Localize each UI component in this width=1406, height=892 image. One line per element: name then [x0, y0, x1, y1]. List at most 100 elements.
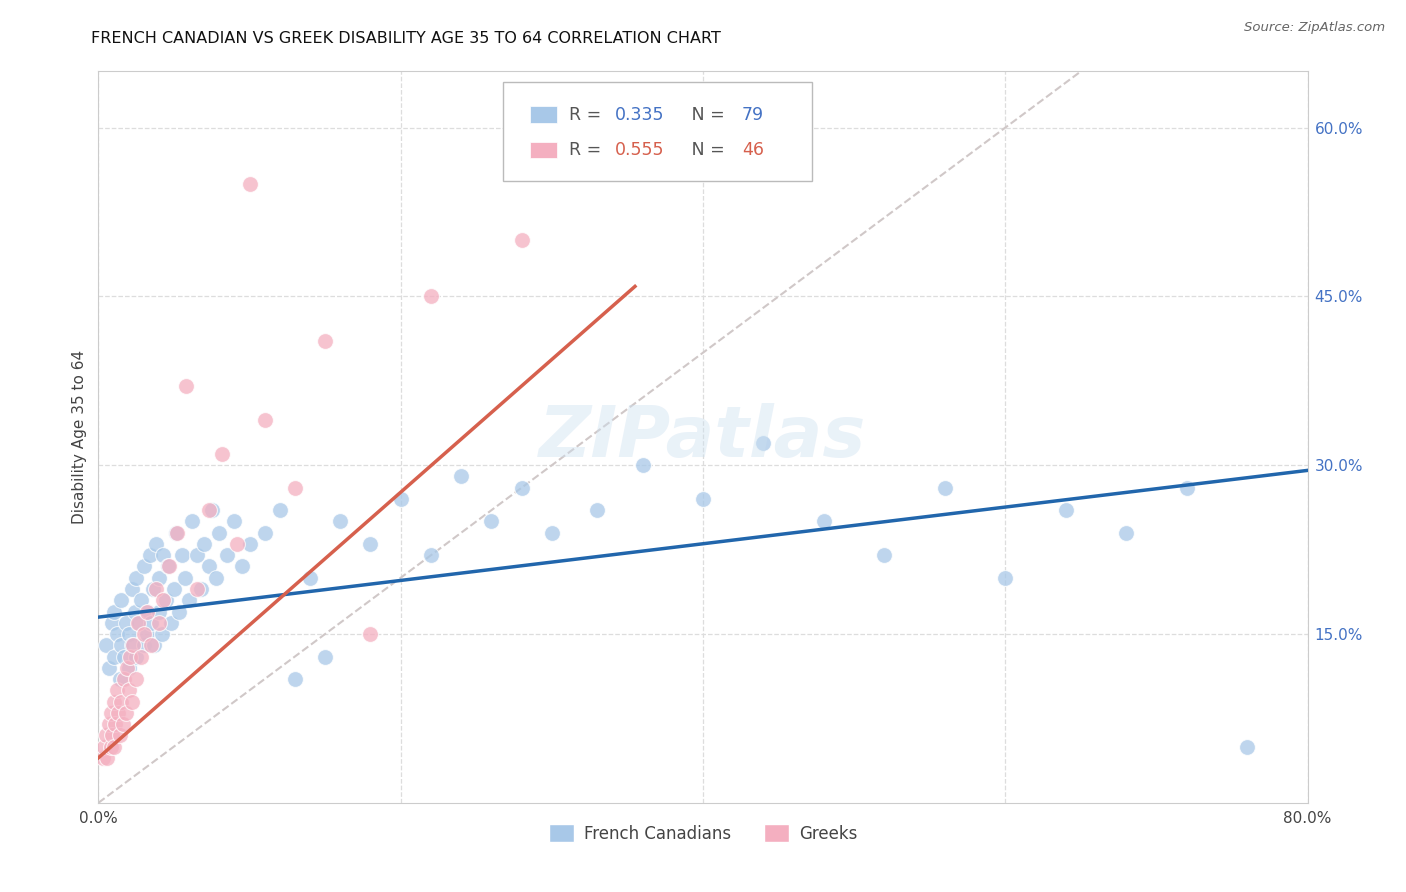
Point [239, 537, 262, 551]
Point [253, 525, 276, 540]
Point [132, 638, 155, 652]
Point [152, 593, 174, 607]
Point [813, 515, 835, 529]
Point [197, 503, 219, 517]
Point [692, 491, 714, 506]
Point [360, 627, 382, 641]
Point [205, 571, 228, 585]
Point [141, 615, 163, 630]
Point [211, 447, 233, 461]
Point [156, 559, 179, 574]
Point [142, 582, 165, 596]
Point [314, 649, 336, 664]
Point [389, 491, 412, 506]
Point [360, 537, 382, 551]
Point [510, 233, 533, 247]
Point [135, 605, 157, 619]
Point [269, 503, 291, 517]
Point [190, 582, 212, 596]
Point [166, 525, 188, 540]
Point [239, 177, 262, 191]
FancyBboxPatch shape [530, 106, 557, 122]
Point [105, 627, 128, 641]
FancyBboxPatch shape [503, 82, 811, 181]
Point [201, 503, 224, 517]
Point [193, 537, 215, 551]
Legend: French Canadians, Greeks: French Canadians, Greeks [541, 818, 865, 849]
Point [135, 627, 157, 641]
Point [101, 728, 124, 742]
Point [160, 615, 183, 630]
Point [118, 627, 141, 641]
Text: 0.555: 0.555 [614, 141, 664, 159]
Point [510, 481, 533, 495]
Point [136, 605, 159, 619]
Point [299, 571, 322, 585]
Point [121, 582, 143, 596]
Point [284, 672, 307, 686]
Point [110, 638, 132, 652]
Point [100, 706, 122, 720]
Point [129, 593, 152, 607]
Point [1054, 503, 1077, 517]
Point [143, 638, 166, 652]
Point [120, 649, 142, 664]
Point [100, 739, 122, 754]
Text: R =: R = [569, 105, 606, 123]
Text: N =: N = [675, 105, 731, 123]
Point [118, 683, 141, 698]
Point [114, 615, 136, 630]
Point [934, 481, 956, 495]
Point [125, 571, 148, 585]
Point [105, 683, 128, 698]
Point [145, 537, 167, 551]
Point [163, 582, 186, 596]
Point [170, 548, 193, 562]
Point [586, 503, 609, 517]
Point [231, 559, 253, 574]
Point [141, 638, 163, 652]
Y-axis label: Disability Age 35 to 64: Disability Age 35 to 64 [72, 350, 87, 524]
Point [103, 739, 125, 754]
Point [186, 582, 208, 596]
Point [167, 605, 190, 619]
Point [420, 289, 443, 303]
Point [103, 605, 125, 619]
Point [91, 751, 114, 765]
Point [111, 717, 134, 731]
Point [94, 638, 117, 652]
Point [420, 548, 443, 562]
Point [108, 728, 131, 742]
Point [481, 515, 503, 529]
Text: 79: 79 [742, 105, 763, 123]
Text: ZIPatlas: ZIPatlas [540, 402, 866, 472]
Text: N =: N = [675, 141, 731, 159]
Point [121, 638, 143, 652]
Point [994, 571, 1017, 585]
Point [253, 413, 276, 427]
Point [145, 582, 167, 596]
Point [104, 717, 127, 731]
Point [148, 605, 170, 619]
Point [197, 559, 219, 574]
Point [873, 548, 896, 562]
Point [93, 739, 115, 754]
Point [186, 548, 208, 562]
Point [540, 525, 562, 540]
FancyBboxPatch shape [530, 142, 557, 158]
Point [174, 379, 197, 393]
Point [94, 728, 117, 742]
Point [152, 548, 174, 562]
Point [165, 525, 187, 540]
Text: Source: ZipAtlas.com: Source: ZipAtlas.com [1244, 21, 1385, 35]
Text: FRENCH CANADIAN VS GREEK DISABILITY AGE 35 TO 64 CORRELATION CHART: FRENCH CANADIAN VS GREEK DISABILITY AGE … [91, 31, 721, 46]
Point [110, 593, 132, 607]
Point [155, 593, 177, 607]
Point [631, 458, 654, 473]
Point [103, 649, 125, 664]
Point [1115, 525, 1137, 540]
Point [114, 706, 136, 720]
Point [159, 559, 181, 574]
Point [121, 694, 143, 708]
Point [98, 661, 121, 675]
